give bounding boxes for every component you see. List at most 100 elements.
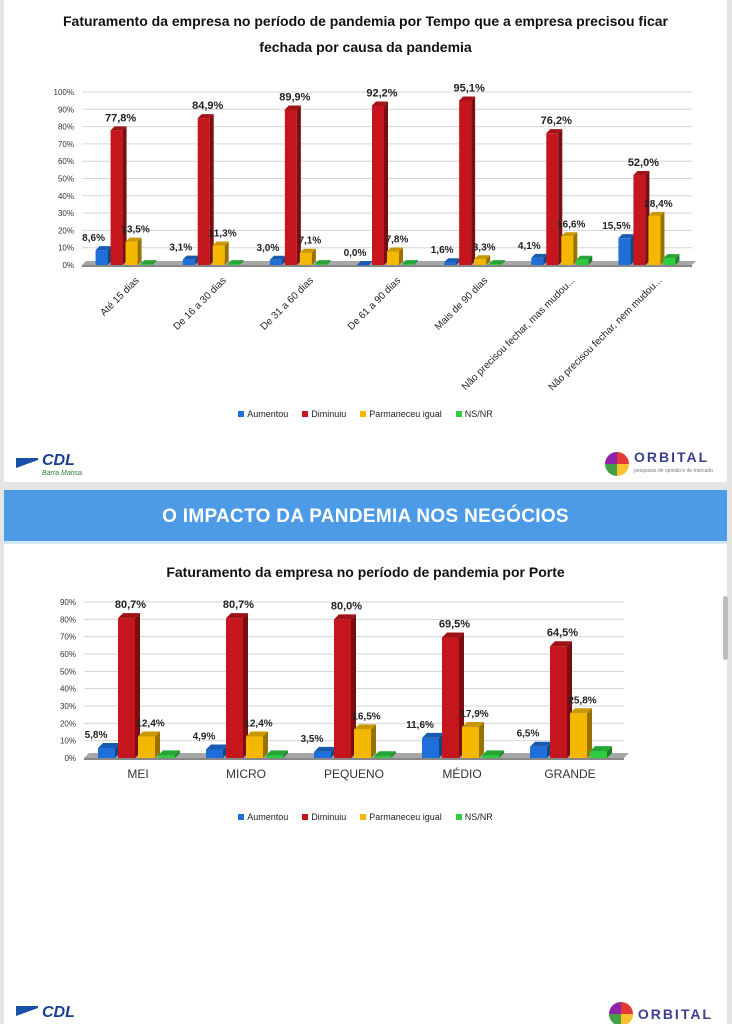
- data-label: 92,2%: [366, 87, 397, 99]
- data-label: 5,8%: [85, 730, 108, 741]
- bar-s1-3-5: [576, 255, 593, 265]
- bar-s1-3-1: [227, 260, 244, 265]
- bar-s1-1-6: [633, 171, 650, 265]
- bar-s1-3-6: [663, 254, 680, 265]
- legend-label: Diminuiu: [311, 812, 347, 822]
- data-label: 4,1%: [518, 241, 541, 252]
- bar-s2-1-1: [226, 613, 248, 758]
- bar-chart-tempo: 0% 10% 20% 30% 40% 50% 60% 70% 80% 90% 100% 8,6% 77,…: [54, 82, 696, 393]
- legend-item: Parmaneceu igual: [360, 812, 442, 822]
- bar-s1-2-4: [474, 255, 491, 265]
- data-label: 3,3%: [473, 242, 496, 253]
- bar-s1-3-0: [140, 260, 157, 265]
- y-tick-label: 40%: [58, 192, 74, 201]
- legend-item: Diminuiu: [302, 409, 346, 419]
- data-label: 28,4%: [644, 199, 672, 210]
- bar-s1-0-5: [531, 253, 548, 265]
- y-tick-label: 50%: [60, 667, 76, 676]
- bar-s1-1-5: [546, 129, 563, 265]
- data-label: 11,3%: [209, 228, 237, 239]
- cdl-mark-icon: [16, 1006, 38, 1020]
- data-label: 52,0%: [628, 157, 659, 169]
- data-label: 69,5%: [439, 619, 470, 631]
- bar-chart-porte: 0% 10% 20% 30% 40% 50% 60% 70% 80% 90% 5,8% 80,7% 12…: [60, 598, 629, 781]
- bar-s2-3-4: [590, 746, 612, 758]
- data-label: 3,0%: [256, 243, 279, 254]
- legend-label: NS/NR: [464, 812, 493, 822]
- data-label: 84,9%: [192, 100, 223, 112]
- cdl-logo: CDL: [16, 1005, 75, 1021]
- x-tick-label: Mais de 90 dias: [433, 275, 490, 332]
- chart-title: Faturamento da empresa no período de pan…: [166, 564, 565, 580]
- x-tick-label: De 16 a 30 dias: [172, 275, 229, 332]
- legend-label: Aumentou: [247, 812, 289, 822]
- y-tick-label: 60%: [58, 157, 74, 166]
- legend-swatch: [238, 411, 245, 417]
- orbital-logo: ORBITAL: [608, 1002, 713, 1024]
- data-label: 1,6%: [431, 245, 454, 256]
- legend-item: NS/NR: [455, 409, 493, 419]
- bar-s2-2-3: [462, 721, 484, 758]
- legend-swatch: [302, 814, 309, 820]
- slide-impacto-porte: O IMPACTO DA PANDEMIA NOS NEGÓCIOS Fatur…: [4, 490, 727, 1024]
- y-tick-label: 80%: [58, 123, 74, 132]
- bar-s2-2-0: [138, 731, 160, 758]
- x-tick-label: GRANDE: [544, 767, 595, 781]
- data-label: 77,8%: [105, 112, 136, 124]
- legend-item: Diminuiu: [302, 812, 346, 822]
- data-label: 7,1%: [298, 236, 321, 247]
- cdl-mark-icon: [16, 458, 38, 472]
- bar-s1-2-2: [299, 248, 316, 265]
- bar-s1-3-3: [402, 260, 418, 265]
- bar-s1-0-6: [618, 234, 635, 265]
- bar-s2-2-1: [246, 731, 268, 758]
- x-tick-label: MÉDIO: [442, 766, 481, 781]
- chart-floor-edge: [84, 758, 624, 760]
- data-label: 15,5%: [602, 221, 630, 232]
- bar-s1-0-0: [95, 246, 112, 265]
- y-tick-label: 20%: [58, 226, 74, 235]
- data-label: 12,4%: [136, 719, 164, 730]
- bar-s2-0-3: [422, 732, 444, 758]
- data-label: 13,5%: [121, 225, 149, 236]
- bar-s1-1-0: [110, 126, 127, 265]
- scrollbar-thumb[interactable]: [723, 596, 728, 660]
- bar-s2-3-3: [482, 750, 504, 758]
- y-tick-label: 80%: [60, 615, 76, 624]
- legend-label: Aumentou: [247, 409, 289, 419]
- data-label: 12,4%: [244, 719, 272, 730]
- y-tick-label: 40%: [60, 685, 76, 694]
- legend-swatch: [360, 411, 367, 417]
- legend-swatch: [455, 814, 462, 820]
- bar-s1-0-3: [357, 261, 373, 266]
- bar-s1-3-4: [489, 260, 506, 265]
- bar-s1-1-2: [284, 105, 301, 266]
- data-label: 89,9%: [279, 91, 310, 103]
- x-tick-label: Até 15 dias: [99, 275, 142, 318]
- bar-s1-2-5: [561, 232, 578, 265]
- bar-s2-2-4: [570, 708, 592, 758]
- data-label: 16,5%: [352, 711, 380, 722]
- bar-s1-2-1: [212, 241, 229, 265]
- data-label: 25,8%: [568, 695, 596, 706]
- legend-swatch: [360, 814, 367, 820]
- y-tick-label: 0%: [64, 754, 76, 763]
- x-tick-label: De 31 a 60 dias: [259, 275, 316, 332]
- bar-s2-3-2: [374, 751, 396, 758]
- chart-legend: Aumentou Diminuiu Parmaneceu igual NS/NR: [4, 409, 727, 419]
- legend-item: Aumentou: [238, 812, 288, 822]
- data-label: 16,6%: [557, 219, 585, 230]
- legend-item: Parmaneceu igual: [360, 409, 442, 419]
- y-tick-label: 0%: [62, 261, 74, 270]
- data-label: 80,7%: [115, 599, 146, 611]
- data-label: 80,7%: [223, 599, 254, 611]
- y-tick-label: 50%: [58, 175, 74, 184]
- legend-swatch: [302, 411, 309, 417]
- y-tick-label: 100%: [54, 88, 74, 97]
- x-tick-label: MICRO: [226, 767, 266, 781]
- y-tick-label: 70%: [58, 140, 74, 149]
- bar-s2-1-0: [118, 613, 140, 758]
- bar-s1-2-6: [648, 211, 665, 265]
- data-label: 80,0%: [331, 600, 362, 612]
- bar-s2-0-4: [530, 741, 552, 758]
